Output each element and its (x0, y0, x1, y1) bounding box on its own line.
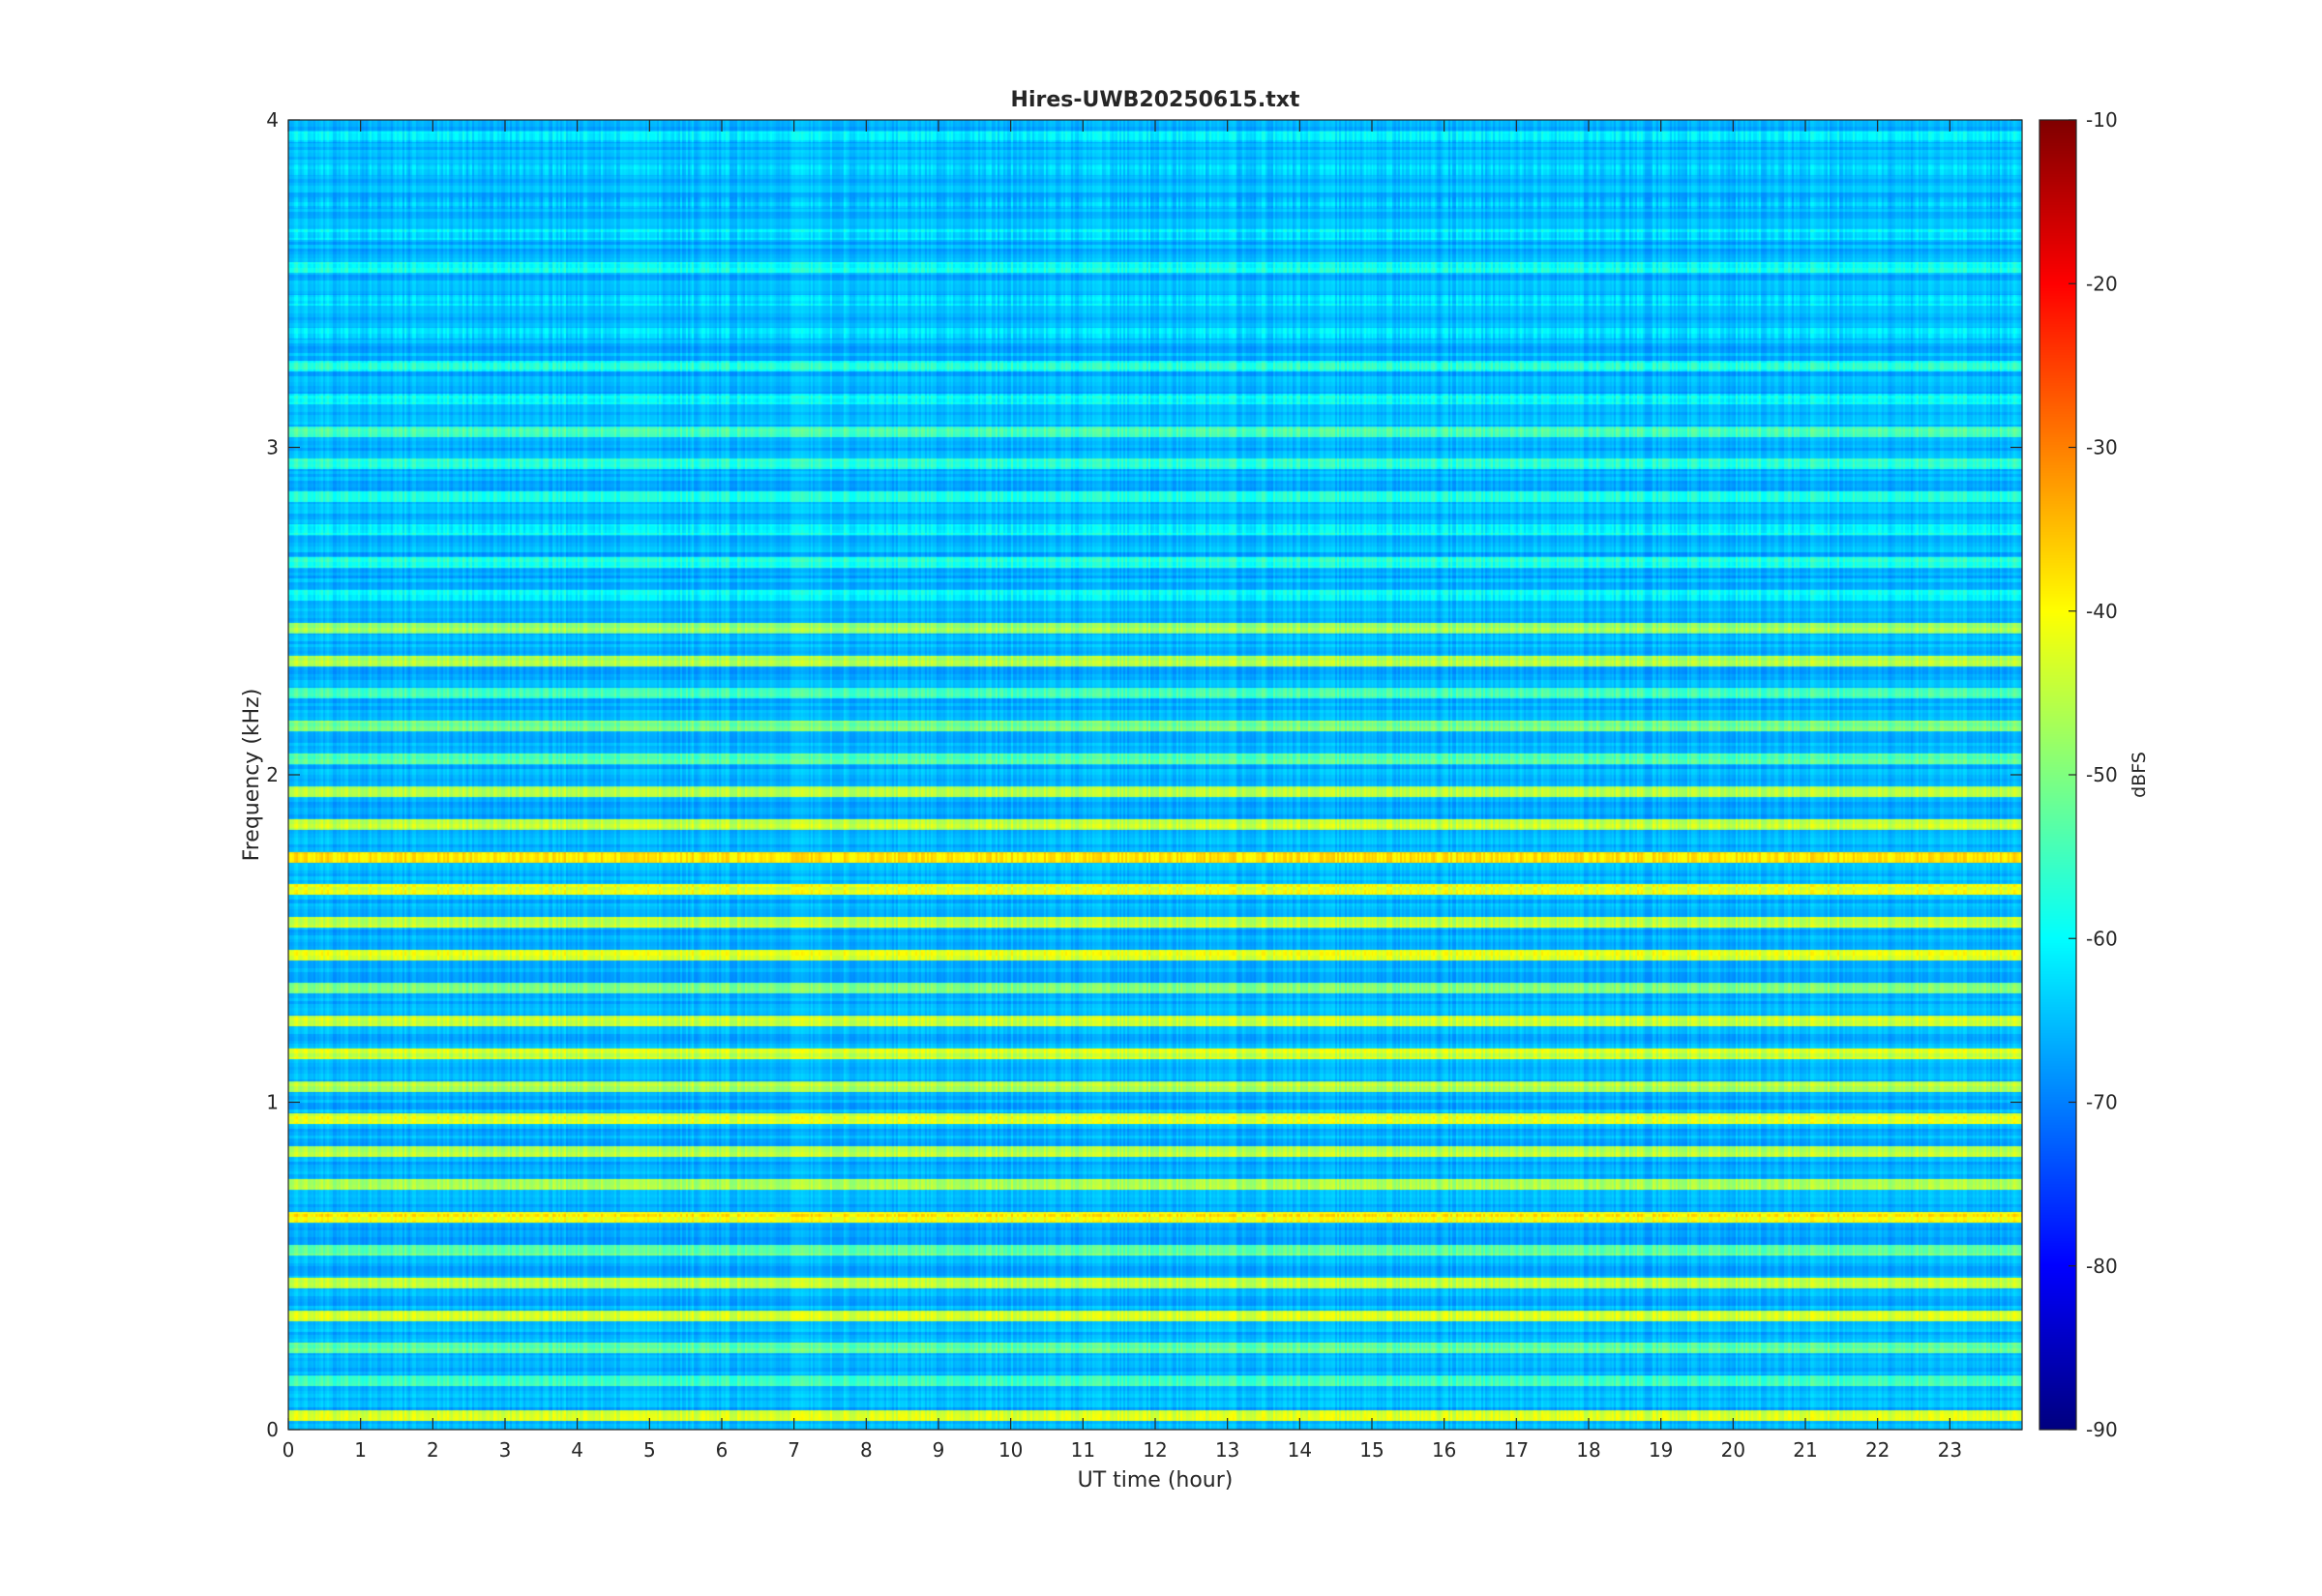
x-tick-label: 11 (1071, 1438, 1095, 1462)
y-tick-label: 3 (266, 436, 279, 459)
colorbar-tick-label: -20 (2086, 272, 2118, 295)
x-tick-label: 14 (1288, 1438, 1312, 1462)
y-axis-label: Frequency (kHz) (240, 689, 264, 862)
chart-title: Hires-UWB20250615.txt (1011, 88, 1300, 112)
colorbar-tick-label: -80 (2086, 1255, 2118, 1278)
x-tick-label: 4 (571, 1438, 583, 1462)
colorbar-tick-label: -10 (2086, 108, 2118, 132)
x-tick-label: 12 (1143, 1438, 1167, 1462)
x-tick-label: 23 (1938, 1438, 1962, 1462)
x-axis-ticks: 0 1 2 3 4 5 6 7 8 9 10 11 12 13 14 15 16 17 18 19 20 21 22 23 (283, 120, 1962, 1462)
x-tick-label: 22 (1865, 1438, 1890, 1462)
x-tick-label: 19 (1649, 1438, 1673, 1462)
x-tick-label: 13 (1215, 1438, 1239, 1462)
x-tick-label: 7 (788, 1438, 800, 1462)
x-tick-label: 17 (1504, 1438, 1529, 1462)
x-tick-label: 21 (1793, 1438, 1817, 1462)
colorbar-tick-label: -70 (2086, 1091, 2118, 1114)
x-tick-label: 15 (1359, 1438, 1384, 1462)
x-tick-label: 5 (643, 1438, 656, 1462)
colorbar-tick-label: -90 (2086, 1418, 2118, 1441)
spectrogram-heatmap (288, 120, 2022, 1430)
x-tick-label: 3 (499, 1438, 512, 1462)
x-tick-label: 18 (1576, 1438, 1600, 1462)
y-axis-ticks: 0 1 2 3 4 (266, 108, 2022, 1441)
colorbar-tick-label: -50 (2086, 763, 2118, 786)
x-tick-label: 9 (933, 1438, 945, 1462)
x-tick-label: 16 (1432, 1438, 1456, 1462)
x-tick-label: 0 (283, 1438, 295, 1462)
x-tick-label: 8 (860, 1438, 873, 1462)
x-tick-label: 10 (998, 1438, 1023, 1462)
colorbar-label: dBFS (2128, 752, 2150, 798)
colorbar-tick-label: -40 (2086, 600, 2118, 623)
y-tick-label: 2 (266, 763, 279, 786)
colorbar-tick-label: -30 (2086, 436, 2118, 459)
x-tick-label: 1 (354, 1438, 367, 1462)
x-tick-label: 2 (427, 1438, 439, 1462)
y-tick-label: 4 (266, 108, 279, 132)
plot-frame (287, 119, 2023, 1431)
colorbar-tick-label: -60 (2086, 927, 2118, 950)
y-tick-label: 1 (266, 1091, 279, 1114)
x-axis-label: UT time (hour) (1078, 1468, 1234, 1493)
colorbar-ticks: -10 -20 -30 -40 -50 -60 -70 -80 -90 (2069, 108, 2118, 1441)
x-tick-label: 20 (1721, 1438, 1745, 1462)
y-tick-label: 0 (266, 1418, 279, 1441)
x-tick-label: 6 (716, 1438, 729, 1462)
